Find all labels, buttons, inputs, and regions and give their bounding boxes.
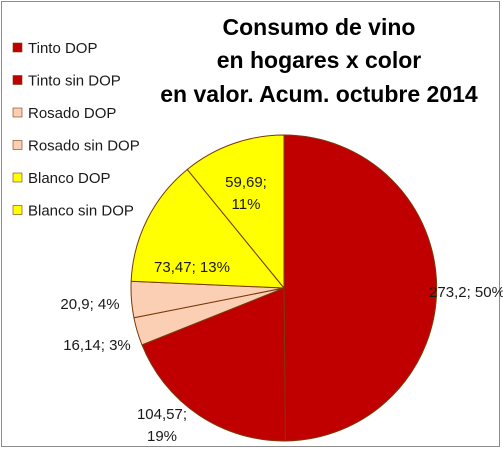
- pie-slice: [130, 168, 285, 289]
- pie-slice: [186, 134, 285, 289]
- data-label: 59,69; 11%: [225, 174, 267, 213]
- data-label-line: 11%: [232, 196, 261, 213]
- legend-swatch: [12, 205, 23, 215]
- data-label-line: 20,9; 4%: [60, 296, 119, 313]
- data-label: 16,14; 3%: [63, 337, 131, 354]
- data-label-line: 104,57;: [137, 406, 187, 423]
- legend-label: Rosado DOP: [28, 105, 116, 122]
- legend-swatch: [12, 107, 23, 118]
- data-label-line: 59,69;: [225, 174, 267, 191]
- chart-title-line: Consumo de vino: [223, 14, 416, 40]
- data-label-line: 73,47; 13%: [154, 259, 230, 276]
- data-label: 20,9; 4%: [60, 296, 119, 313]
- legend-label: Blanco DOP: [28, 170, 111, 187]
- legend-item: Blanco DOP: [12, 170, 111, 187]
- pie-slice: [141, 287, 286, 442]
- legend-label: Tinto sin DOP: [28, 73, 121, 90]
- legend-swatch: [12, 75, 23, 85]
- data-label: 73,47; 13%: [154, 259, 230, 276]
- legend-swatch: [12, 140, 23, 150]
- legend-item: Blanco sin DOP: [12, 203, 134, 220]
- legend-label: Tinto DOP: [28, 40, 97, 57]
- chart-title-line: en hogares x color: [217, 47, 422, 73]
- data-label: 273,2; 50%: [429, 284, 503, 301]
- data-label-line: 19%: [147, 428, 177, 445]
- pie-slices: [130, 134, 438, 442]
- legend-label: Rosado sin DOP: [28, 138, 140, 155]
- data-label-line: 273,2; 50%: [429, 284, 503, 301]
- data-label: 104,57; 19%: [137, 406, 187, 445]
- legend-swatch: [12, 172, 23, 183]
- pie-slice: [283, 134, 438, 442]
- legend-swatch: [12, 42, 23, 53]
- legend: Tinto DOP Tinto sin DOP Rosado DOP Rosado s…: [12, 40, 140, 220]
- legend-item: Rosado DOP: [12, 105, 116, 122]
- data-labels: 273,2; 50% 104,57; 19% 16,14; 3% 20,9; 4% 73,…: [60, 174, 503, 445]
- legend-item: Tinto sin DOP: [12, 73, 121, 90]
- data-label-line: 16,14; 3%: [63, 337, 131, 354]
- legend-item: Tinto DOP: [12, 40, 97, 57]
- chart-title: Consumo de vino en hogares x color en valo…: [160, 14, 478, 107]
- legend-label: Blanco sin DOP: [28, 203, 134, 220]
- chart-title-line: en valor. Acum. octubre 2014: [160, 81, 478, 107]
- legend-item: Rosado sin DOP: [12, 138, 140, 155]
